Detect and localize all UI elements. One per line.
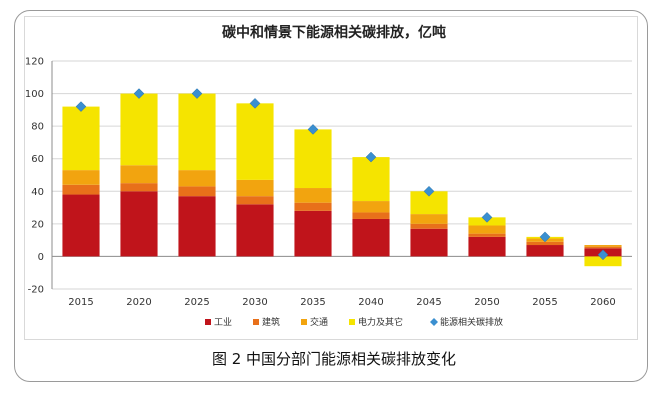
- legend-swatch: [349, 319, 355, 325]
- legend-label: 能源相关碳排放: [440, 316, 503, 328]
- bar-segment: [236, 103, 274, 180]
- diamond-marker: [133, 88, 145, 99]
- diamond-marker: [423, 185, 435, 197]
- bar-segment: [352, 201, 390, 213]
- x-tick-label: 2055: [532, 297, 557, 308]
- bar-segment: [294, 129, 332, 189]
- bar-segment: [236, 204, 274, 257]
- legend-label: 建筑: [262, 316, 280, 328]
- diamond-marker: [191, 88, 203, 99]
- diamond-marker: [75, 101, 87, 112]
- bar-segment: [120, 191, 158, 257]
- y-tick-label: -20: [28, 285, 44, 296]
- x-tick-label: 2060: [590, 297, 615, 308]
- bar-segment: [120, 93, 158, 166]
- figure-caption: 图 2 中国分部门能源相关碳排放变化: [211, 350, 457, 368]
- y-tick-label: 60: [31, 154, 44, 165]
- bar-segment: [584, 245, 622, 247]
- x-tick-label: 2015: [68, 297, 93, 308]
- y-tick-label: 100: [25, 89, 44, 100]
- bar-segment: [584, 246, 622, 249]
- bar-segment: [236, 196, 274, 205]
- bar-segment: [352, 218, 390, 257]
- bar-segment: [410, 191, 448, 215]
- bar-segment: [178, 170, 216, 187]
- bar-segment: [62, 170, 100, 185]
- legend-label: 电力及其它: [358, 316, 403, 328]
- diamond-marker: [481, 211, 493, 223]
- legend-swatch: [301, 319, 307, 325]
- bar-segment: [62, 184, 100, 195]
- y-tick-label: 20: [31, 219, 44, 230]
- bar-segment: [352, 157, 390, 202]
- x-tick-label: 2045: [416, 297, 441, 308]
- bar-segment: [526, 241, 564, 246]
- bar-segment: [178, 196, 216, 257]
- bar-segment: [120, 165, 158, 184]
- diamond-marker: [365, 151, 377, 163]
- diamond-marker: [307, 124, 319, 135]
- bar-segment: [294, 202, 332, 211]
- x-tick-label: 2040: [358, 297, 383, 308]
- bar-segment: [352, 212, 390, 219]
- y-tick-label: 80: [31, 122, 44, 133]
- bar-segment: [526, 245, 564, 257]
- diamond-marker: [597, 249, 609, 261]
- x-tick-label: 2025: [184, 297, 209, 308]
- bar-segment: [410, 223, 448, 229]
- x-tick-label: 2050: [474, 297, 499, 308]
- x-tick-label: 2035: [300, 297, 325, 308]
- legend-swatch: [430, 318, 438, 326]
- diamond-marker: [249, 97, 261, 109]
- bar-segment: [120, 183, 158, 192]
- y-tick-label: 40: [31, 187, 44, 198]
- y-tick-label: 120: [25, 57, 44, 68]
- bar-segment: [236, 179, 274, 197]
- bar-segment: [584, 256, 622, 267]
- bar-segment: [468, 225, 506, 234]
- bar-segment: [294, 210, 332, 257]
- legend-label: 工业: [214, 317, 232, 328]
- legend-label: 交通: [310, 316, 328, 328]
- bar-segment: [468, 236, 506, 257]
- legend-swatch: [205, 319, 211, 325]
- bar-segment: [294, 188, 332, 203]
- legend-swatch: [253, 319, 259, 325]
- y-tick-label: 0: [38, 252, 44, 263]
- diamond-marker: [539, 231, 551, 243]
- x-tick-label: 2020: [126, 297, 151, 308]
- x-tick-label: 2030: [242, 297, 267, 308]
- bar-segment: [62, 106, 100, 171]
- chart-title: 碳中和情景下能源相关碳排放，亿吨: [222, 25, 446, 41]
- bar-segment: [410, 228, 448, 257]
- bar-segment: [410, 214, 448, 224]
- bar-segment: [468, 233, 506, 237]
- bar-segment: [62, 194, 100, 257]
- bar-segment: [178, 93, 216, 171]
- bar-segment: [178, 186, 216, 197]
